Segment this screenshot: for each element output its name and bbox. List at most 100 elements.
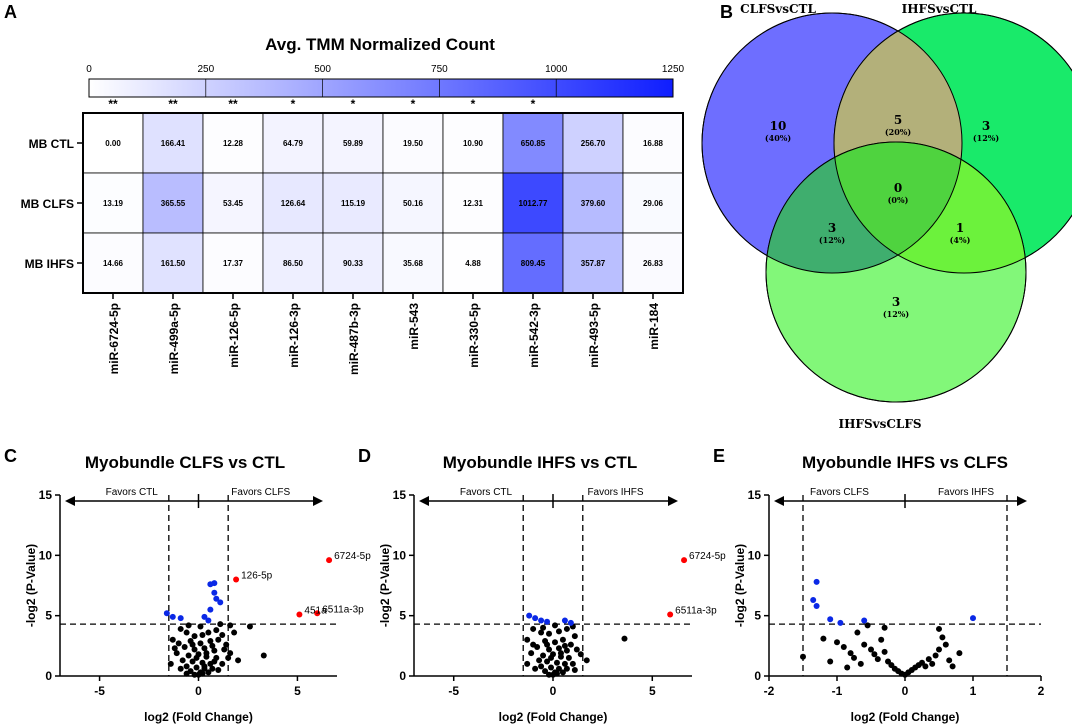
heatmap-cell-value: 59.89 xyxy=(343,139,364,148)
heatmap-cell-value: 0.00 xyxy=(105,139,121,148)
sig-point-blue xyxy=(813,603,820,610)
colorbar-tick-label: 1250 xyxy=(662,64,685,75)
venn-center xyxy=(834,142,962,273)
point-label: 6511a-3p xyxy=(675,605,717,616)
ns-point xyxy=(844,664,851,671)
venn-region-count: 0 xyxy=(894,181,902,195)
y-tick-label: 15 xyxy=(39,488,53,502)
sig-point-red xyxy=(296,611,303,618)
ns-point xyxy=(563,665,570,672)
ns-point xyxy=(621,635,628,642)
x-axis-label: log2 (Fold Change) xyxy=(499,710,608,724)
ns-point xyxy=(213,627,220,634)
venn-panel: CLFSvsCTL IHFSvsCTLIHFSvsCLFS10(40%)5(20%… xyxy=(701,2,1072,431)
heatmap-cell xyxy=(502,112,564,174)
ns-point xyxy=(936,646,942,653)
heatmap-cell-value: 357.87 xyxy=(581,259,606,268)
ns-point xyxy=(922,663,929,670)
panel-label-e: E xyxy=(713,446,725,466)
ns-point xyxy=(227,622,234,629)
heatmap-title: Avg. TMM Normalized Count xyxy=(265,35,495,54)
favors-right-label: Favors IHFS xyxy=(938,487,994,498)
ns-point xyxy=(546,646,553,653)
ns-point xyxy=(227,650,234,657)
ns-point xyxy=(949,663,956,670)
y-tick-label: 10 xyxy=(748,548,762,562)
heatmap-cell-value: 86.50 xyxy=(283,259,304,268)
heatmap-cell-value: 12.28 xyxy=(223,139,244,148)
sig-point-blue xyxy=(861,617,868,624)
panel-label-a: A xyxy=(4,2,17,22)
heatmap-cell-value: 14.66 xyxy=(103,259,124,268)
sig-point-blue xyxy=(561,617,568,624)
colorbar-tick-label: 500 xyxy=(314,64,331,75)
ns-point xyxy=(555,628,562,635)
ns-point xyxy=(553,659,560,666)
significance-mark: ** xyxy=(168,97,178,111)
y-tick-label: 0 xyxy=(45,669,52,683)
ns-point xyxy=(209,665,216,672)
heatmap-column-label: miR-542-3p xyxy=(527,303,541,368)
ns-point xyxy=(544,641,551,648)
heatmap-cell-value: 64.79 xyxy=(283,139,304,148)
heatmap-cell xyxy=(202,172,264,234)
y-tick-label: 15 xyxy=(748,488,762,502)
favors-right-label: Favors IHFS xyxy=(587,487,643,498)
heatmap-column-label: miR-499a-5p xyxy=(167,303,181,374)
ns-point xyxy=(551,639,558,646)
colorbar-tick-label: 250 xyxy=(197,64,214,75)
volcano-plot: Myobundle IHFS vs CTL 0 5 10 15 -5 0 5 log2 (Fol… xyxy=(378,453,726,724)
ns-point xyxy=(217,621,224,628)
panel-label-d: D xyxy=(358,446,371,466)
x-tick-label: 5 xyxy=(649,684,656,698)
ns-point xyxy=(932,652,939,659)
heatmap-cell-value: 379.60 xyxy=(581,199,606,208)
ns-point xyxy=(573,646,580,653)
point-label: 126-5p xyxy=(241,570,273,581)
significance-mark: * xyxy=(411,97,416,111)
venn-set-label: IHFSvsCLFS xyxy=(838,417,921,431)
ns-point xyxy=(868,646,874,653)
heatmap-cell xyxy=(382,112,444,174)
ns-point xyxy=(235,657,242,664)
heatmap-cell-value: 16.88 xyxy=(643,139,664,148)
sig-point-blue xyxy=(810,596,817,603)
heatmap-column-label: miR-126-5p xyxy=(227,303,241,368)
ns-point xyxy=(260,652,267,659)
significance-mark: ** xyxy=(108,97,118,111)
ns-point xyxy=(939,634,946,641)
ns-point xyxy=(569,660,576,667)
ns-point xyxy=(847,650,854,657)
sig-point-blue xyxy=(970,615,976,622)
ns-point xyxy=(173,650,180,657)
y-tick-label: 5 xyxy=(754,609,761,623)
ns-point xyxy=(571,666,578,673)
heatmap-cell-value: 161.50 xyxy=(161,259,186,268)
heatmap-cell-value: 17.37 xyxy=(223,259,244,268)
ns-point xyxy=(854,629,861,636)
heatmap-cell-value: 26.83 xyxy=(643,259,664,268)
ns-point xyxy=(565,654,572,661)
x-axis-label: log2 (Fold Change) xyxy=(144,710,253,724)
x-tick-label: 0 xyxy=(902,684,909,698)
sig-point-red xyxy=(314,610,321,617)
ns-point xyxy=(540,652,547,659)
sig-point-blue xyxy=(177,615,184,622)
heatmap-cell xyxy=(142,172,204,234)
ns-point xyxy=(929,660,936,667)
x-tick-label: 5 xyxy=(294,684,301,698)
volcano-title: Myobundle IHFS vs CTL xyxy=(443,453,638,472)
ns-point xyxy=(540,624,547,631)
venn-region-percent: (12%) xyxy=(973,133,1000,143)
venn-region-percent: (0%) xyxy=(888,195,909,205)
ns-point xyxy=(169,636,176,643)
heatmap-cell-value: 1012.77 xyxy=(519,199,548,208)
heatmap-cell xyxy=(262,172,324,234)
x-tick-label: 1 xyxy=(970,684,977,698)
venn-set-label: CLFSvsCTL xyxy=(740,2,816,16)
ns-point xyxy=(571,633,578,640)
ns-point xyxy=(936,625,942,632)
heatmap-cell-value: 29.06 xyxy=(643,199,664,208)
ns-point xyxy=(185,652,192,659)
ns-point xyxy=(834,639,840,646)
